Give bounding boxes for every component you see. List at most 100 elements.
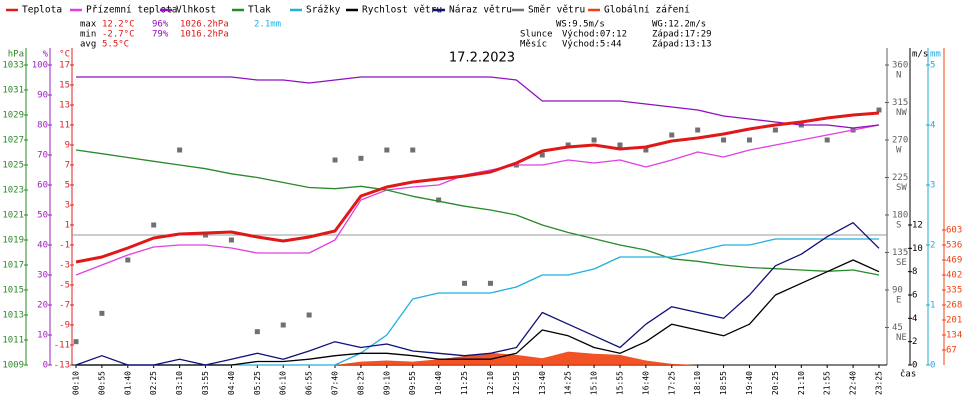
direction-point xyxy=(591,137,597,143)
y-tick-label: 402 xyxy=(946,271,962,281)
legend-label: Vlhkost xyxy=(176,5,216,16)
y-tick-label: 100 xyxy=(32,61,48,71)
direction-point xyxy=(539,152,545,158)
y-tick-label: 1017 xyxy=(2,261,24,271)
y-tick-label: 30 xyxy=(37,271,48,281)
axis-unit: mm xyxy=(930,50,941,60)
stat-pressure: 1026.2hPa xyxy=(180,20,229,30)
x-tick-label: 14:25 xyxy=(564,371,573,395)
x-tick-label: 17:25 xyxy=(667,371,676,395)
y-tick-label: 9 xyxy=(65,141,70,151)
y-tick-label: 1 xyxy=(930,301,935,311)
y-tick-label: 12 xyxy=(912,221,923,231)
stat-humidity: 79% xyxy=(152,30,169,40)
direction-point xyxy=(617,142,623,148)
direction-point xyxy=(306,312,312,318)
stat-humidity: 96% xyxy=(152,20,169,30)
y-tick-label: 1015 xyxy=(2,286,24,296)
direction-point xyxy=(73,339,79,345)
y-tick-label: 2 xyxy=(930,241,935,251)
direction-point xyxy=(228,237,234,243)
y-tick-label: -9 xyxy=(59,321,70,331)
y-tick-label: 15 xyxy=(59,81,70,91)
tick-note: NW xyxy=(896,108,907,118)
x-tick-label: 02:25 xyxy=(149,371,158,395)
y-tick-label: 0 xyxy=(912,361,917,371)
y-tick-label: 2 xyxy=(912,337,917,347)
series-line xyxy=(75,222,880,366)
x-tick-label: 06:10 xyxy=(279,371,288,395)
y-tick-label: 0 xyxy=(930,361,935,371)
direction-point xyxy=(643,147,649,153)
direction-point xyxy=(565,142,571,148)
y-tick-label: 134 xyxy=(946,331,962,341)
y-tick-label: 1021 xyxy=(2,211,24,221)
stat-wind: WG:12.2m/s xyxy=(652,20,706,30)
y-tick-label: 360 xyxy=(892,61,908,71)
x-tick-label: 21:55 xyxy=(823,371,832,395)
y-tick-label: 201 xyxy=(946,316,962,326)
x-tick-label: 12:55 xyxy=(512,371,521,395)
direction-point xyxy=(254,329,260,335)
x-tick-label: 19:40 xyxy=(745,371,754,395)
stat-temp: -2.7°C xyxy=(102,30,135,40)
y-tick-label: 270 xyxy=(892,136,908,146)
stat-moon: Západ:13:13 xyxy=(652,40,712,50)
direction-point xyxy=(125,257,131,263)
direction-point xyxy=(358,155,364,161)
y-tick-label: 5 xyxy=(65,181,70,191)
y-tick-label: -11 xyxy=(54,341,70,351)
y-tick-label: 45 xyxy=(892,323,903,333)
x-tick-label: 23:25 xyxy=(875,371,884,395)
direction-point xyxy=(876,107,882,113)
direction-point xyxy=(824,137,830,143)
y-tick-label: 1011 xyxy=(2,336,24,346)
x-tick-label: 18:10 xyxy=(693,371,702,395)
stat-moon: Východ:5:44 xyxy=(562,40,622,50)
y-tick-label: 10 xyxy=(912,244,923,254)
direction-point xyxy=(487,280,493,286)
direction-point xyxy=(99,310,105,316)
series-line xyxy=(76,76,880,129)
axis-unit: hPa xyxy=(8,50,24,60)
x-tick-label: 20:25 xyxy=(771,371,780,395)
legend-label: Náraz větru xyxy=(449,5,512,16)
y-tick-label: 1009 xyxy=(2,361,24,371)
y-tick-label: -13 xyxy=(54,361,70,371)
stat-rain: 2.1mm xyxy=(254,20,281,30)
series-line xyxy=(75,149,880,276)
stat-label: min xyxy=(80,30,96,40)
tick-note: W xyxy=(896,146,902,156)
y-tick-label: 67 xyxy=(946,346,957,356)
y-tick-label: 536 xyxy=(946,241,962,251)
y-tick-label: 1029 xyxy=(2,111,24,121)
direction-point xyxy=(177,147,183,153)
stat-wind: WS:9.5m/s xyxy=(556,20,605,30)
y-tick-label: 3 xyxy=(930,181,935,191)
stat-temp: 5.5°C xyxy=(102,40,129,50)
stat-moon: Měsíc xyxy=(520,40,547,50)
legend-label: Směr větru xyxy=(528,5,585,16)
legend-label: Rychlost větru xyxy=(362,5,442,16)
tick-note: E xyxy=(896,296,901,306)
x-tick-label: 09:55 xyxy=(408,371,417,395)
y-tick-label: -1 xyxy=(59,241,70,251)
y-tick-label: 17 xyxy=(59,61,70,71)
x-tick-label: 04:40 xyxy=(227,371,236,395)
y-tick-label: 50 xyxy=(37,211,48,221)
x-tick-label: 00:55 xyxy=(97,371,106,395)
stat-label: max xyxy=(80,20,97,30)
direction-point xyxy=(280,322,286,328)
chart-title: 17.2.2023 xyxy=(449,51,515,66)
y-tick-label: 70 xyxy=(37,151,48,161)
x-tick-label: 01:40 xyxy=(123,371,132,395)
legend-label: Přízemní teplota xyxy=(86,5,178,16)
tick-note: S xyxy=(896,221,901,231)
x-tick-label: 08:25 xyxy=(356,371,365,395)
legend-label: Globální záření xyxy=(604,5,690,16)
direction-point xyxy=(332,157,338,163)
x-tick-label: 05:25 xyxy=(253,371,262,395)
direction-point xyxy=(746,137,752,143)
y-tick-label: 1027 xyxy=(2,136,24,146)
